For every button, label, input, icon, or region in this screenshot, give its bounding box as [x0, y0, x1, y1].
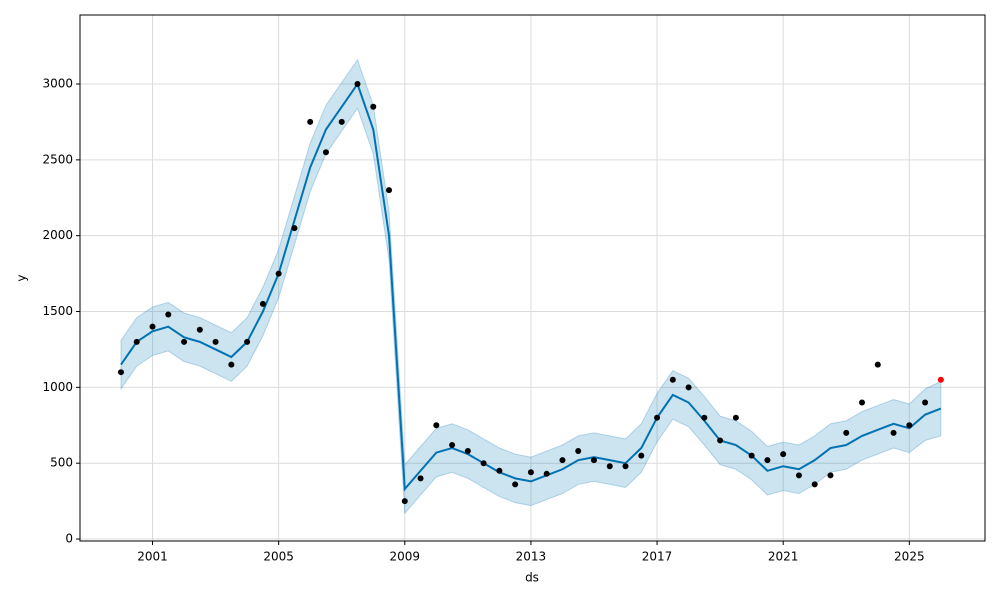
data-point — [354, 81, 361, 88]
data-point — [527, 469, 534, 476]
y-tick-label: 500 — [50, 456, 73, 470]
forecast-line — [120, 81, 942, 492]
y-tick-label: 1000 — [42, 380, 73, 394]
data-point — [590, 457, 597, 464]
y-tick-label: 0 — [65, 532, 73, 546]
x-tick-label: 2017 — [642, 550, 673, 564]
data-point — [259, 300, 266, 307]
data-point — [117, 369, 124, 376]
x-axis-label: ds — [525, 571, 539, 585]
data-point — [433, 422, 440, 429]
x-tick-label: 2021 — [768, 550, 799, 564]
y-tick-label: 2000 — [42, 228, 73, 242]
data-point — [133, 338, 140, 345]
data-point — [732, 414, 739, 421]
data-point — [165, 311, 172, 318]
data-point — [543, 470, 550, 477]
y-tick-label: 1500 — [42, 304, 73, 318]
data-point — [401, 498, 408, 505]
data-point — [480, 460, 487, 467]
data-point — [322, 149, 329, 156]
y-tick-label: 2500 — [42, 152, 73, 166]
data-point — [874, 361, 881, 368]
x-tick-label: 2005 — [263, 550, 294, 564]
y-tick-label: 3000 — [42, 77, 73, 91]
data-point — [890, 429, 897, 436]
data-point — [922, 399, 929, 406]
data-point — [859, 399, 866, 406]
data-point — [606, 463, 613, 470]
data-point — [512, 481, 519, 488]
data-point — [748, 452, 755, 459]
data-point — [827, 472, 834, 479]
uncertainty-band — [120, 58, 942, 515]
data-point — [843, 429, 850, 436]
data-point — [149, 323, 156, 330]
data-point — [559, 457, 566, 464]
x-tick-label: 2001 — [137, 550, 168, 564]
data-point — [370, 103, 377, 110]
data-point — [275, 270, 282, 277]
plot-frame — [79, 14, 986, 542]
data-point — [795, 472, 802, 479]
data-point — [622, 463, 629, 470]
data-point — [654, 414, 661, 421]
x-tick-label: 2009 — [390, 550, 421, 564]
plot-area — [80, 15, 985, 541]
data-point — [717, 437, 724, 444]
data-point — [181, 338, 188, 345]
data-point — [212, 338, 219, 345]
data-point — [244, 338, 251, 345]
data-point — [780, 451, 787, 458]
data-point — [417, 475, 424, 482]
data-point — [386, 187, 393, 194]
data-point — [196, 326, 203, 333]
data-point — [811, 481, 818, 488]
data-point — [307, 118, 314, 125]
data-point — [338, 118, 345, 125]
data-point — [669, 376, 676, 383]
data-point — [575, 448, 582, 455]
data-point — [937, 376, 944, 383]
data-point — [228, 361, 235, 368]
data-point — [764, 457, 771, 464]
data-point — [291, 225, 298, 232]
data-point — [496, 467, 503, 474]
data-point — [906, 422, 913, 429]
data-point — [638, 452, 645, 459]
x-tick-label: 2013 — [516, 550, 547, 564]
data-point — [464, 448, 471, 455]
data-point — [701, 414, 708, 421]
x-tick-label: 2025 — [894, 550, 925, 564]
y-axis-label: y — [15, 274, 29, 281]
data-point — [685, 384, 692, 391]
data-point — [449, 441, 456, 448]
